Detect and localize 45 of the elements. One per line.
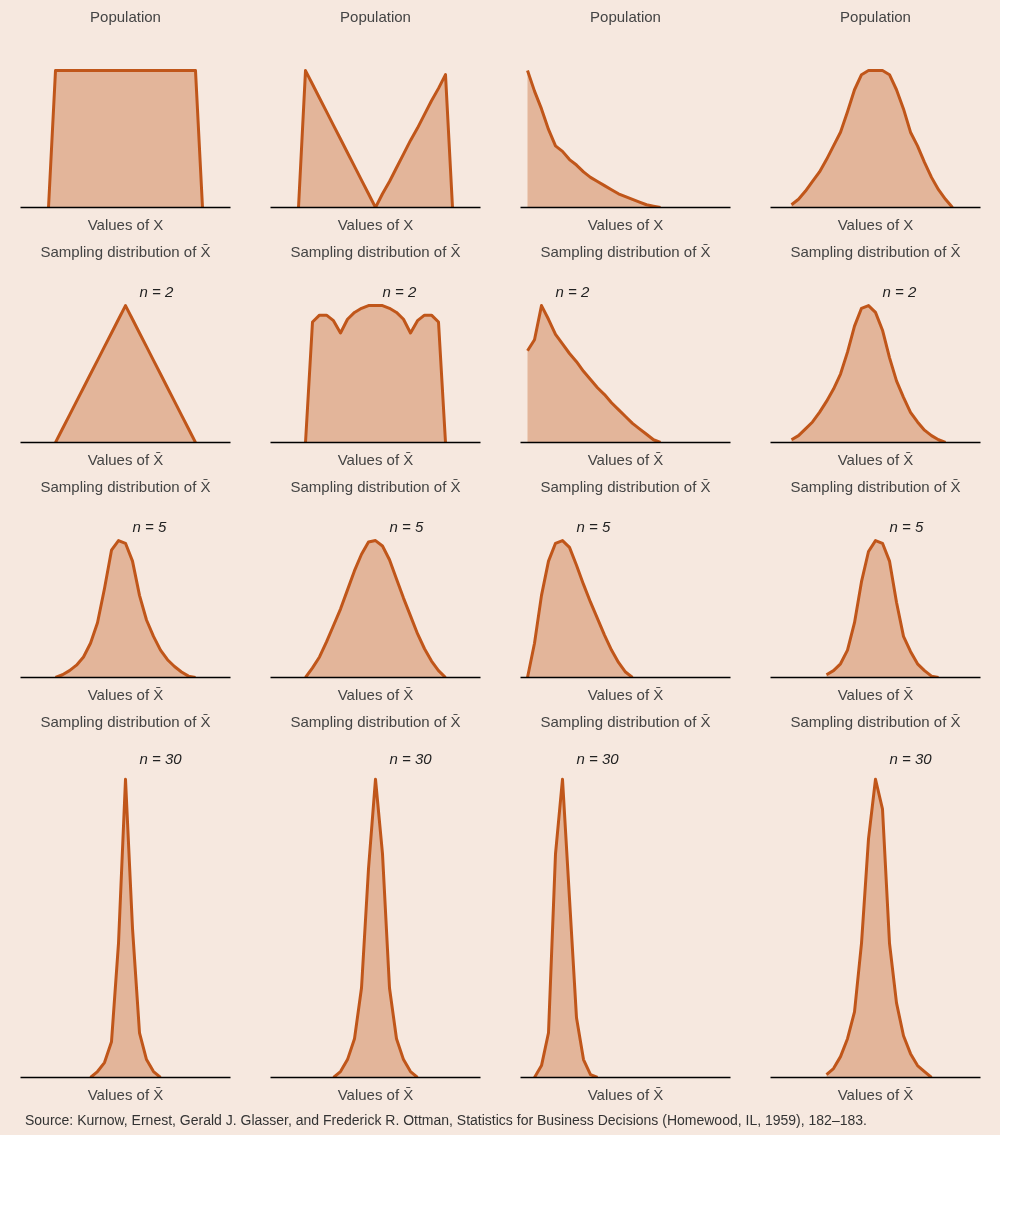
chart-title: Sampling distribution of X̄ [40,712,211,730]
text: n = 30 [139,750,183,768]
x-axis-title: Values of X̄ [87,1085,164,1103]
text: n = 30 [576,750,620,768]
x-axis-title: Values of X̄ [837,450,914,468]
text: n = 2 [382,283,417,301]
x-axis-title: Values of X [587,215,664,233]
x-axis-title: Values of X [87,215,164,233]
text: n = 5 [389,518,424,536]
x-axis-title: Values of X [337,215,414,233]
chart-title: Sampling distribution of X̄ [290,477,461,495]
x-axis-title: Values of X [837,215,914,233]
chart-title: Sampling distribution of X̄ [290,712,461,730]
chart-title: Sampling distribution of X̄ [790,477,961,495]
text: n = 5 [576,518,611,536]
x-axis-title: Values of X̄ [587,1085,664,1103]
chart-title: Population [340,7,411,25]
x-axis-title: Values of X̄ [837,685,914,703]
x-axis-title: Values of X̄ [87,450,164,468]
text: n = 2 [882,283,917,301]
text: n = 30 [389,750,433,768]
chart-title: Sampling distribution of X̄ [40,242,211,260]
x-axis-title: Values of X̄ [87,685,164,703]
text: n = 5 [132,518,167,536]
chart-title: Population [840,7,911,25]
x-axis-title: Values of X̄ [837,1085,914,1103]
chart-title: Sampling distribution of X̄ [540,242,711,260]
chart-title: Sampling distribution of X̄ [790,712,961,730]
x-axis-title: Values of X̄ [337,685,414,703]
text: n = 2 [555,283,590,301]
source-note: Source: Kurnow, Ernest, Gerald J. Glasser, and Frederick R. Ottman, Statistics for Business Decisions (Homewood, IL, 1959), 182–183. [25,1111,867,1130]
x-axis-title: Values of X̄ [337,1085,414,1103]
text: n = 2 [139,283,174,301]
x-axis-title: Values of X̄ [587,685,664,703]
chart-title: Population [90,7,161,25]
chart-title: Sampling distribution of X̄ [790,242,961,260]
text: n = 30 [889,750,933,768]
x-axis-title: Values of X̄ [337,450,414,468]
chart-title: Sampling distribution of X̄ [290,242,461,260]
x-axis-title: Values of X̄ [587,450,664,468]
chart-title: Sampling distribution of X̄ [40,477,211,495]
chart-title: Sampling distribution of X̄ [540,712,711,730]
chart-title: Sampling distribution of X̄ [540,477,711,495]
text: n = 5 [889,518,924,536]
chart-title: Population [590,7,661,25]
